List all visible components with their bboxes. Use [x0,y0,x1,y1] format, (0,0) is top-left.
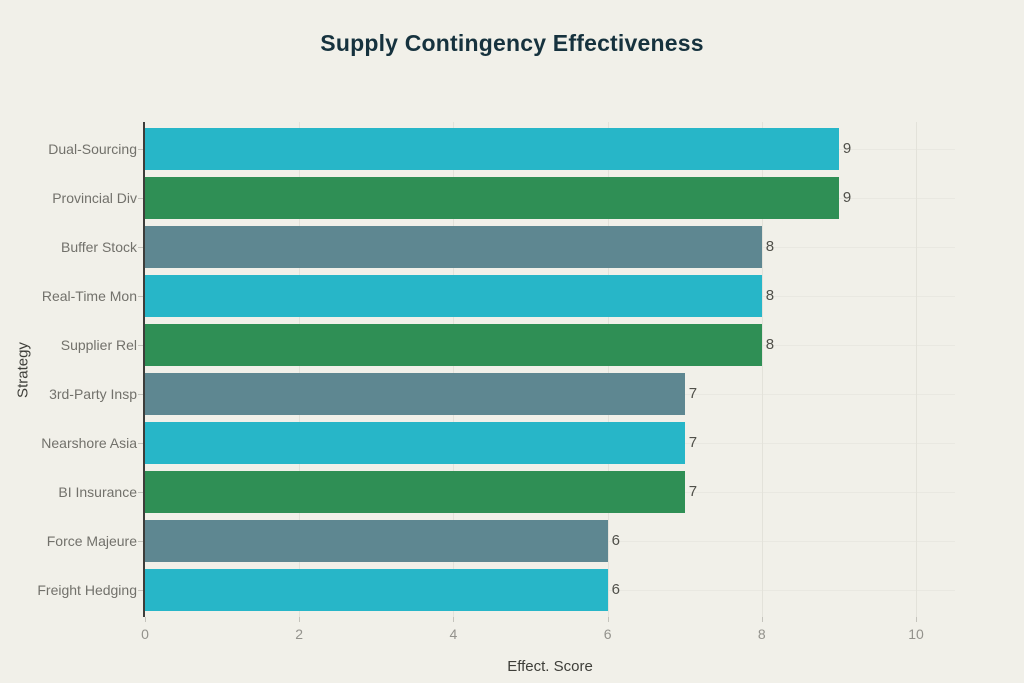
category-label: BI Insurance [58,484,137,500]
y-axis-tick-mark [138,443,143,444]
x-axis-tick-mark [916,617,917,622]
category-label: Force Majeure [46,533,137,549]
value-label: 9 [842,189,852,206]
vertical-gridline [916,122,917,617]
category-label: Supplier Rel [60,337,137,353]
value-label: 7 [688,434,698,451]
bar [145,422,685,464]
y-axis-tick-mark [138,296,143,297]
y-axis-tick-mark [138,247,143,248]
y-axis-tick-mark [138,149,143,150]
x-axis-tick-mark [761,617,763,622]
value-label: 6 [611,581,620,598]
vertical-gridline [607,122,609,617]
value-label: 8 [765,287,775,304]
bar [145,177,839,219]
value-label: 7 [688,483,698,500]
x-axis-tick-label: 0 [141,626,149,642]
category-label: 3rd-Party Insp [49,386,137,402]
vertical-gridline [453,122,455,617]
y-axis-tick-mark [138,541,143,542]
x-axis-tick-mark [453,617,455,622]
x-axis-tick-label: 6 [603,626,612,642]
vertical-gridline [761,122,763,617]
value-label: 6 [611,532,620,549]
bar [145,471,685,513]
y-axis-tick-mark [138,198,143,199]
bar [145,128,839,170]
vertical-gridline [299,122,301,617]
bar [145,226,762,268]
category-label: Provincial Div [52,190,137,206]
bar [145,520,608,562]
chart-title: Supply Contingency Effectiveness [320,30,704,56]
value-label: 7 [688,385,698,402]
category-label: Nearshore Asia [41,435,137,451]
x-axis-tick-mark [299,617,301,622]
value-label: 9 [842,140,852,157]
y-axis-title: Strategy [14,342,32,398]
x-axis-tick-mark [607,617,609,622]
x-axis-tick-label: 8 [757,626,766,642]
y-axis-tick-mark [138,345,143,346]
x-axis-tick-mark [145,617,146,622]
bar [145,569,608,611]
value-label: 8 [765,238,775,255]
y-axis-tick-mark [138,492,143,493]
category-label: Buffer Stock [60,239,137,255]
y-axis-tick-mark [138,394,143,395]
y-axis-tick-mark [138,590,143,591]
bar [145,275,762,317]
x-axis-tick-label: 10 [908,626,924,642]
value-label: 8 [765,336,775,353]
category-label: Real-Time Mon [41,288,137,304]
x-axis-tick-label: 4 [449,626,458,642]
x-axis-tick-label: 2 [295,626,304,642]
bar [145,324,762,366]
category-label: Dual-Sourcing [48,141,137,157]
x-axis-title: Effect. Score [507,658,593,675]
y-axis-line [143,122,145,617]
category-label: Freight Hedging [37,582,137,598]
bar [145,373,685,415]
